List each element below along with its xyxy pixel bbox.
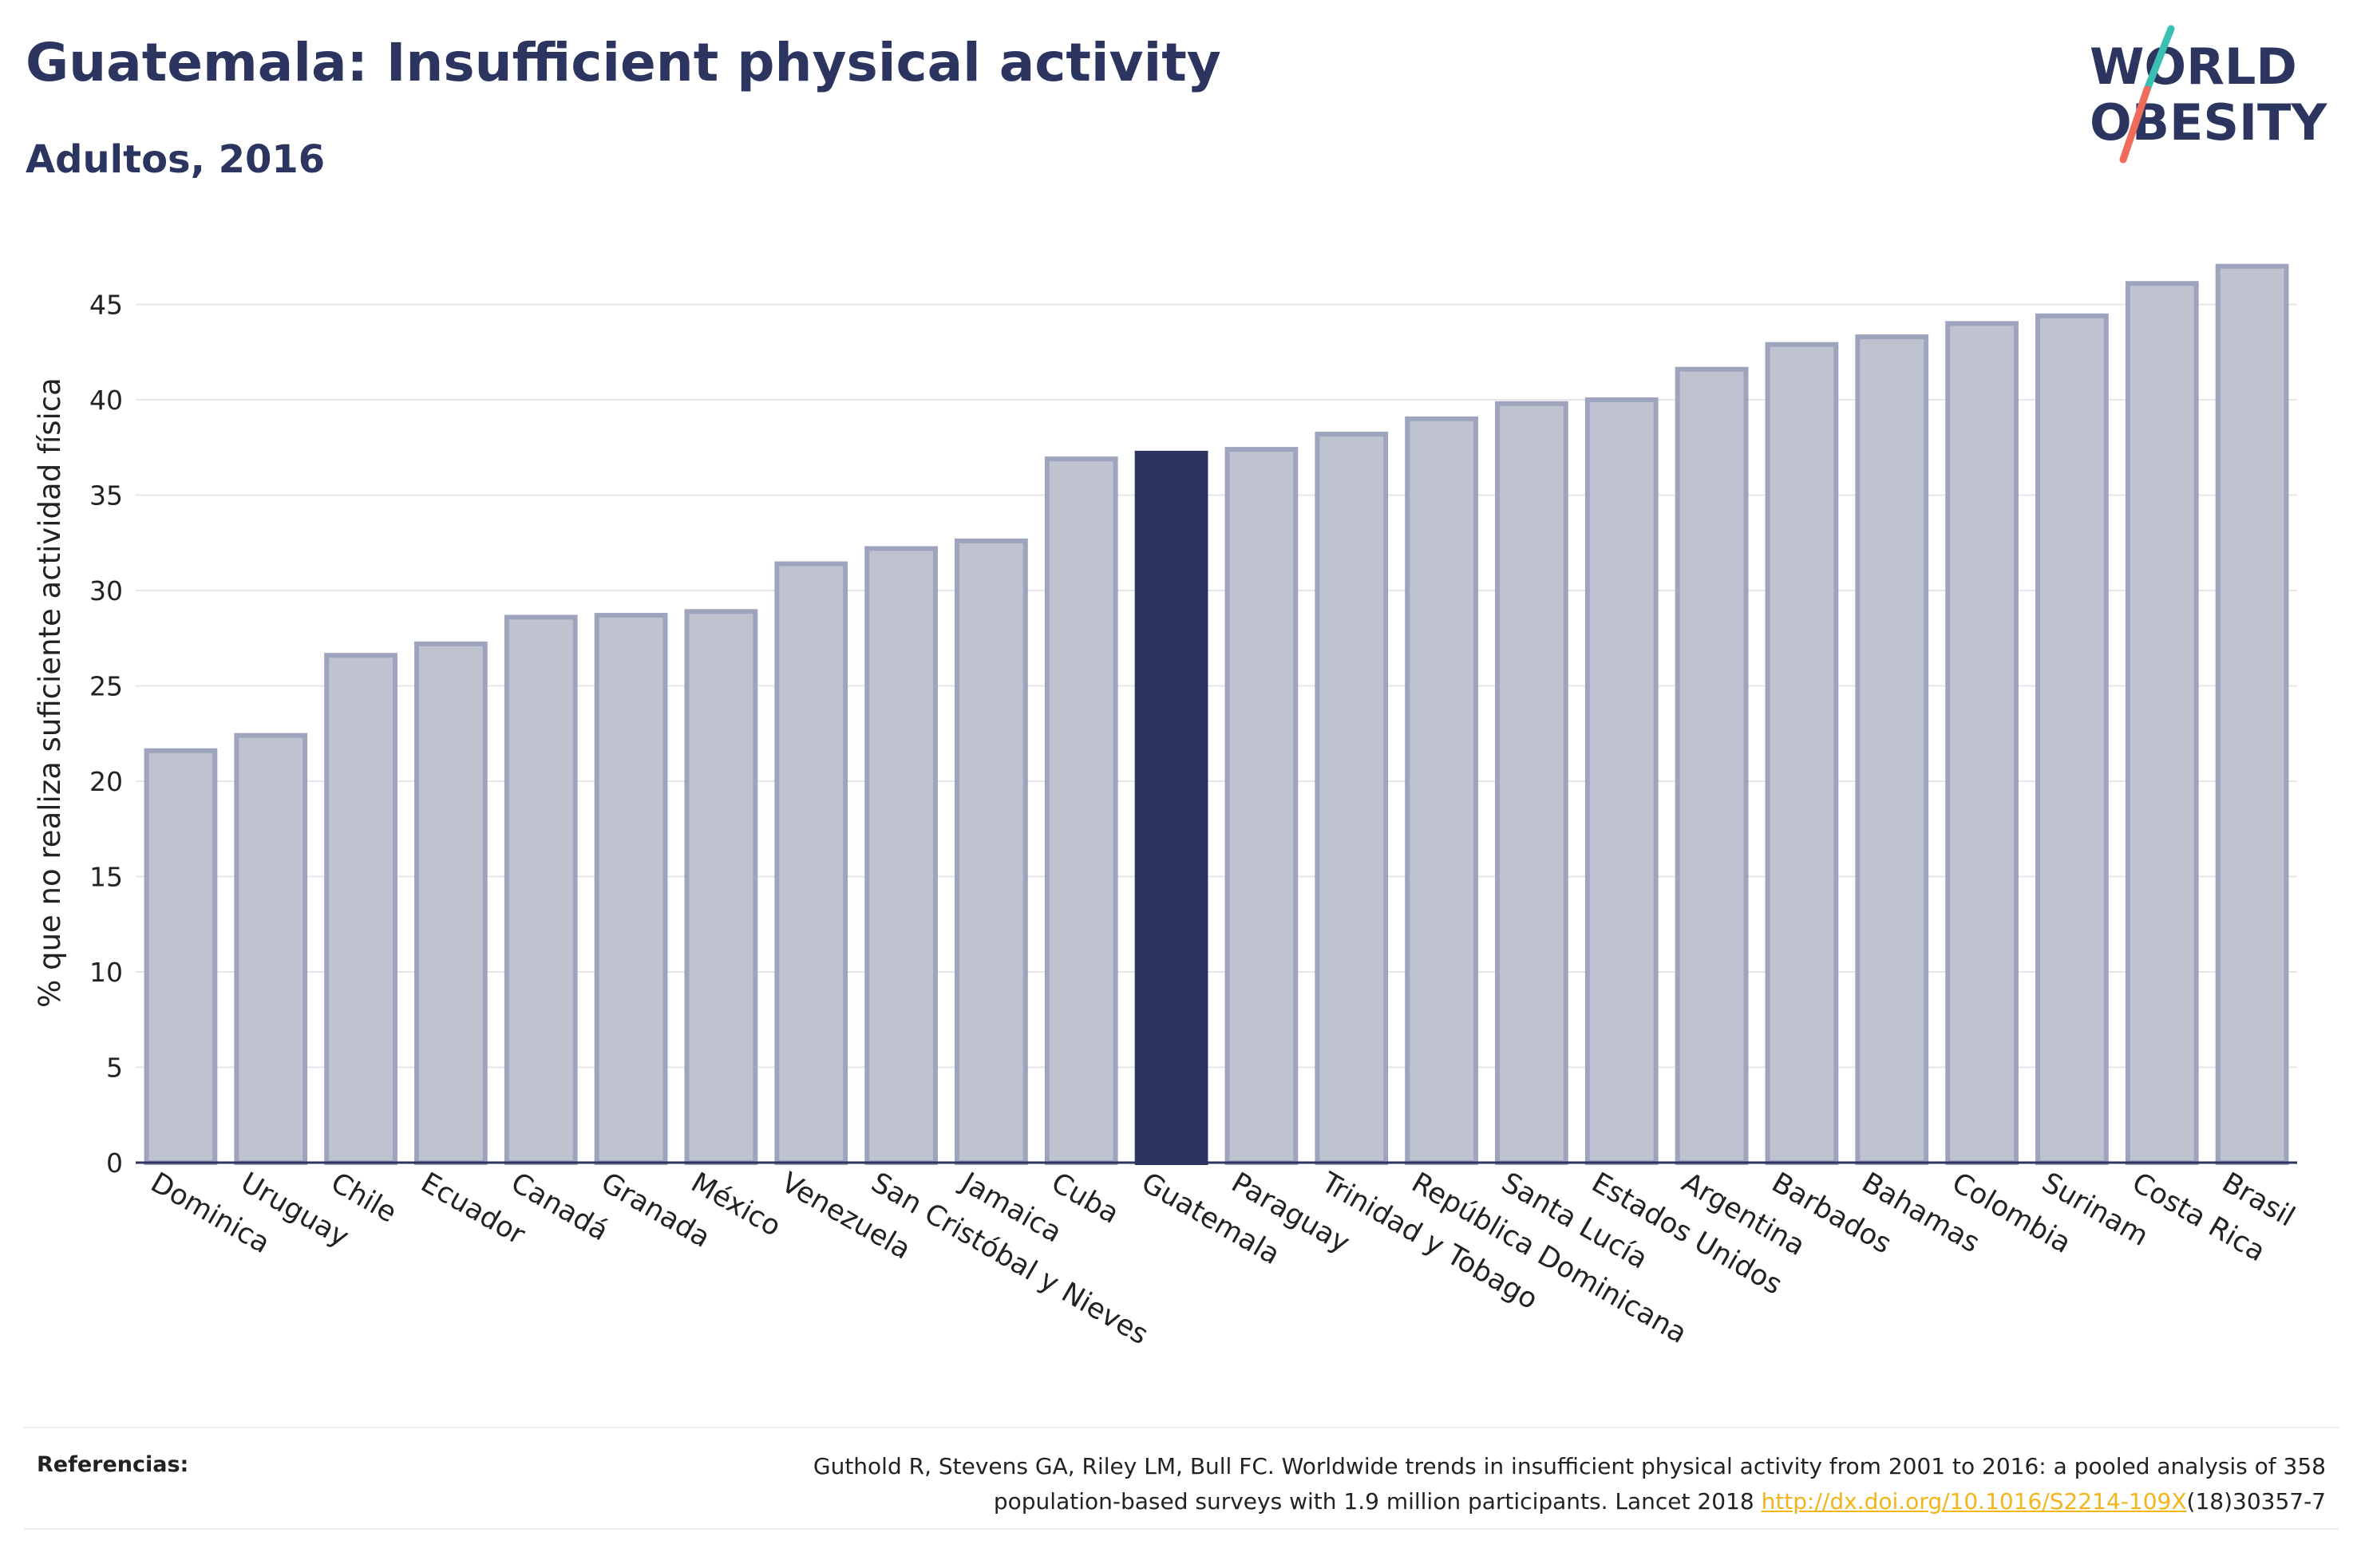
bar [1765, 342, 1839, 1166]
references-text: Guthold R, Stevens GA, Riley LM, Bull FC… [570, 1449, 2326, 1519]
bar [1224, 447, 1299, 1165]
bar [2035, 313, 2109, 1166]
world-obesity-logo: WORLD OBESITY [2090, 25, 2327, 164]
bar-highlighted [1134, 450, 1208, 1165]
chart-subtitle: Adultos, 2016 [26, 137, 326, 182]
chart-title: Guatemala: Insufficient physical activit… [26, 32, 1221, 93]
bar [504, 614, 578, 1165]
bar [774, 561, 848, 1165]
logo-slash-coral [2119, 85, 2151, 164]
y-axis-label: % que no realiza suficiente actividad fí… [33, 377, 67, 1008]
bar [1405, 416, 1478, 1165]
y-tick-label: 25 [89, 671, 123, 702]
y-tick-label: 0 [106, 1147, 123, 1179]
bar [2125, 281, 2199, 1166]
reference-line-2-end: (18)30357-7 [2186, 1488, 2326, 1515]
bar [1044, 456, 1118, 1165]
reference-line-2: population-based surveys with 1.9 millio… [993, 1488, 1762, 1515]
bar [594, 613, 668, 1165]
bar [414, 641, 488, 1165]
reference-line-1: Guthold R, Stevens GA, Riley LM, Bull FC… [813, 1453, 2326, 1479]
bar [2215, 263, 2289, 1166]
y-tick-label: 30 [89, 575, 123, 606]
y-tick-label: 40 [89, 385, 123, 416]
references-label: Referencias: [37, 1452, 189, 1477]
bars [144, 263, 2289, 1166]
bar [955, 538, 1028, 1165]
bar [144, 748, 218, 1165]
bar [1584, 397, 1659, 1165]
bar [864, 546, 938, 1165]
bar [1315, 432, 1389, 1165]
y-tick-label: 20 [89, 766, 123, 797]
bar [1495, 401, 1568, 1165]
doi-link[interactable]: http://dx.doi.org/10.1016/S2214-109X [1761, 1488, 2187, 1515]
logo-text-world: WORLD [2090, 38, 2297, 96]
y-tick-label: 15 [89, 862, 123, 893]
gridlines [136, 303, 2297, 1068]
references-footer: Referencias: Guthold R, Stevens GA, Rile… [24, 1427, 2339, 1530]
bar [684, 609, 758, 1165]
y-tick-label: 5 [106, 1053, 123, 1084]
y-tick-label: 45 [89, 290, 123, 321]
bar [1675, 366, 1749, 1165]
bar [324, 653, 397, 1165]
y-tick-label: 35 [89, 480, 123, 511]
bar [1945, 321, 2019, 1165]
bar [234, 733, 308, 1165]
logo-slash-teal [2143, 25, 2175, 93]
bar [1855, 334, 1929, 1165]
y-tick-label: 10 [89, 957, 123, 988]
